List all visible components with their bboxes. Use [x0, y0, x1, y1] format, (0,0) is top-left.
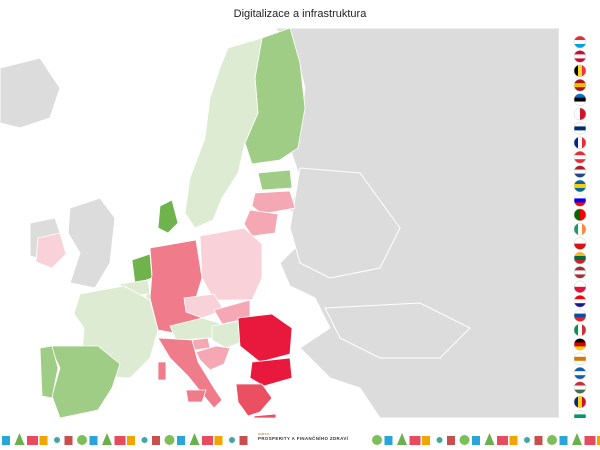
gear-icon [54, 437, 60, 443]
Spain-flag-icon [573, 78, 587, 92]
Slovenia-flag-icon [573, 194, 587, 207]
region-greece[interactable] [235, 383, 273, 417]
Sweden-flag-icon [573, 179, 587, 193]
brand-top-label: INDEX [258, 432, 270, 436]
house-icon [39, 436, 48, 445]
tree-icon [102, 433, 112, 445]
Denmark-flag-icon [573, 50, 587, 63]
gear-icon [436, 437, 443, 443]
France-flag-icon [573, 136, 587, 150]
house-icon [509, 436, 518, 445]
tree-icon [484, 433, 495, 445]
cloud-icon [177, 436, 185, 445]
region-netherlands[interactable] [131, 253, 153, 285]
region-sweden[interactable] [184, 37, 263, 229]
globe-icon [459, 435, 470, 445]
Malta-flag-icon [573, 107, 587, 121]
Austria-flag-icon [573, 150, 587, 164]
factory-icon [447, 436, 455, 445]
region-ireland[interactable] [35, 232, 67, 269]
tree-icon [397, 433, 407, 445]
gear-icon [524, 437, 530, 443]
cloud-icon [559, 436, 568, 445]
globe-icon [77, 435, 87, 445]
factory-icon [534, 436, 543, 445]
region-estonia[interactable] [257, 169, 293, 191]
region-portugal[interactable] [39, 345, 59, 399]
Estonia-flag-icon [573, 93, 587, 106]
globe-icon [547, 435, 557, 445]
flag-legend [558, 28, 600, 418]
Greece-flag-icon [573, 366, 587, 380]
region-sicily[interactable] [185, 389, 207, 403]
non-eu-land [0, 28, 558, 418]
region-lithuania[interactable] [243, 209, 279, 237]
region-czechia[interactable] [183, 293, 225, 319]
Luxembourg-flag-icon [573, 35, 587, 49]
cloud-icon [472, 436, 480, 445]
tree-icon [189, 433, 200, 445]
region-sardinia[interactable] [157, 361, 167, 381]
factory-icon [64, 436, 73, 445]
house-icon [422, 436, 430, 445]
bus-icon [27, 436, 38, 445]
Slovakia-flag-icon [573, 309, 587, 322]
footer [0, 418, 600, 450]
page-title: Digitalizace a infrastruktura [233, 8, 367, 20]
Poland-flag-icon [573, 280, 587, 294]
tree-icon [14, 433, 25, 445]
bus-icon [497, 436, 508, 445]
house-icon [127, 436, 135, 445]
gear-icon [141, 437, 148, 443]
factory-icon [239, 436, 248, 445]
Belgium-flag-icon [573, 64, 587, 78]
Ireland-flag-icon [573, 222, 587, 236]
Latvia-flag-icon [573, 266, 587, 279]
region-bulgaria[interactable] [249, 357, 293, 387]
Portugal-flag-icon [573, 208, 587, 222]
europe-choropleth-map[interactable] [0, 28, 558, 418]
bus-icon [584, 436, 596, 445]
region-denmark[interactable] [157, 199, 179, 234]
Germany-flag-icon [573, 338, 587, 351]
Bulgaria-flag-icon [573, 410, 587, 418]
factory-icon [152, 436, 160, 445]
cloud-icon [384, 436, 393, 445]
region-latvia[interactable] [251, 190, 296, 215]
bus-icon [409, 436, 421, 445]
region-poland[interactable] [199, 227, 263, 301]
brand-logo: INDEX PROSPERITY A FINANČNÍHO ZDRAVÍ [258, 432, 358, 441]
Lithuania-flag-icon [573, 251, 587, 265]
cloud-icon [2, 436, 10, 445]
Hungary-flag-icon [573, 381, 587, 394]
house-icon [597, 436, 600, 445]
globe-icon [372, 435, 382, 445]
Czechia-flag-icon [573, 237, 587, 250]
cloud-icon [89, 436, 98, 445]
region-crete[interactable] [253, 413, 277, 418]
house-icon [214, 436, 223, 445]
Italy-flag-icon [573, 323, 587, 337]
tree-icon [572, 433, 582, 445]
Romania-flag-icon [573, 395, 587, 409]
region-spain[interactable] [49, 345, 121, 418]
bus-icon [114, 436, 126, 445]
brand-main-label: PROSPERITY A FINANČNÍHO ZDRAVÍ [258, 436, 349, 441]
gear-icon [229, 437, 235, 443]
Finland-flag-icon [573, 122, 587, 135]
Croatia-flag-icon [573, 294, 587, 308]
Netherlands-flag-icon [573, 165, 587, 178]
bus-icon [202, 436, 213, 445]
globe-icon [164, 435, 175, 445]
eu-countries [35, 28, 306, 418]
Cyprus-flag-icon [573, 352, 587, 366]
region-croatia[interactable] [195, 345, 231, 371]
region-romania[interactable] [237, 313, 293, 363]
